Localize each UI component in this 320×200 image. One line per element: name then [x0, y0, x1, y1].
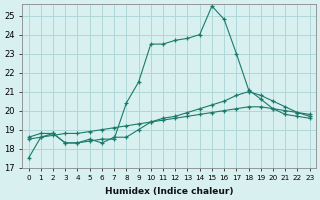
X-axis label: Humidex (Indice chaleur): Humidex (Indice chaleur) — [105, 187, 233, 196]
